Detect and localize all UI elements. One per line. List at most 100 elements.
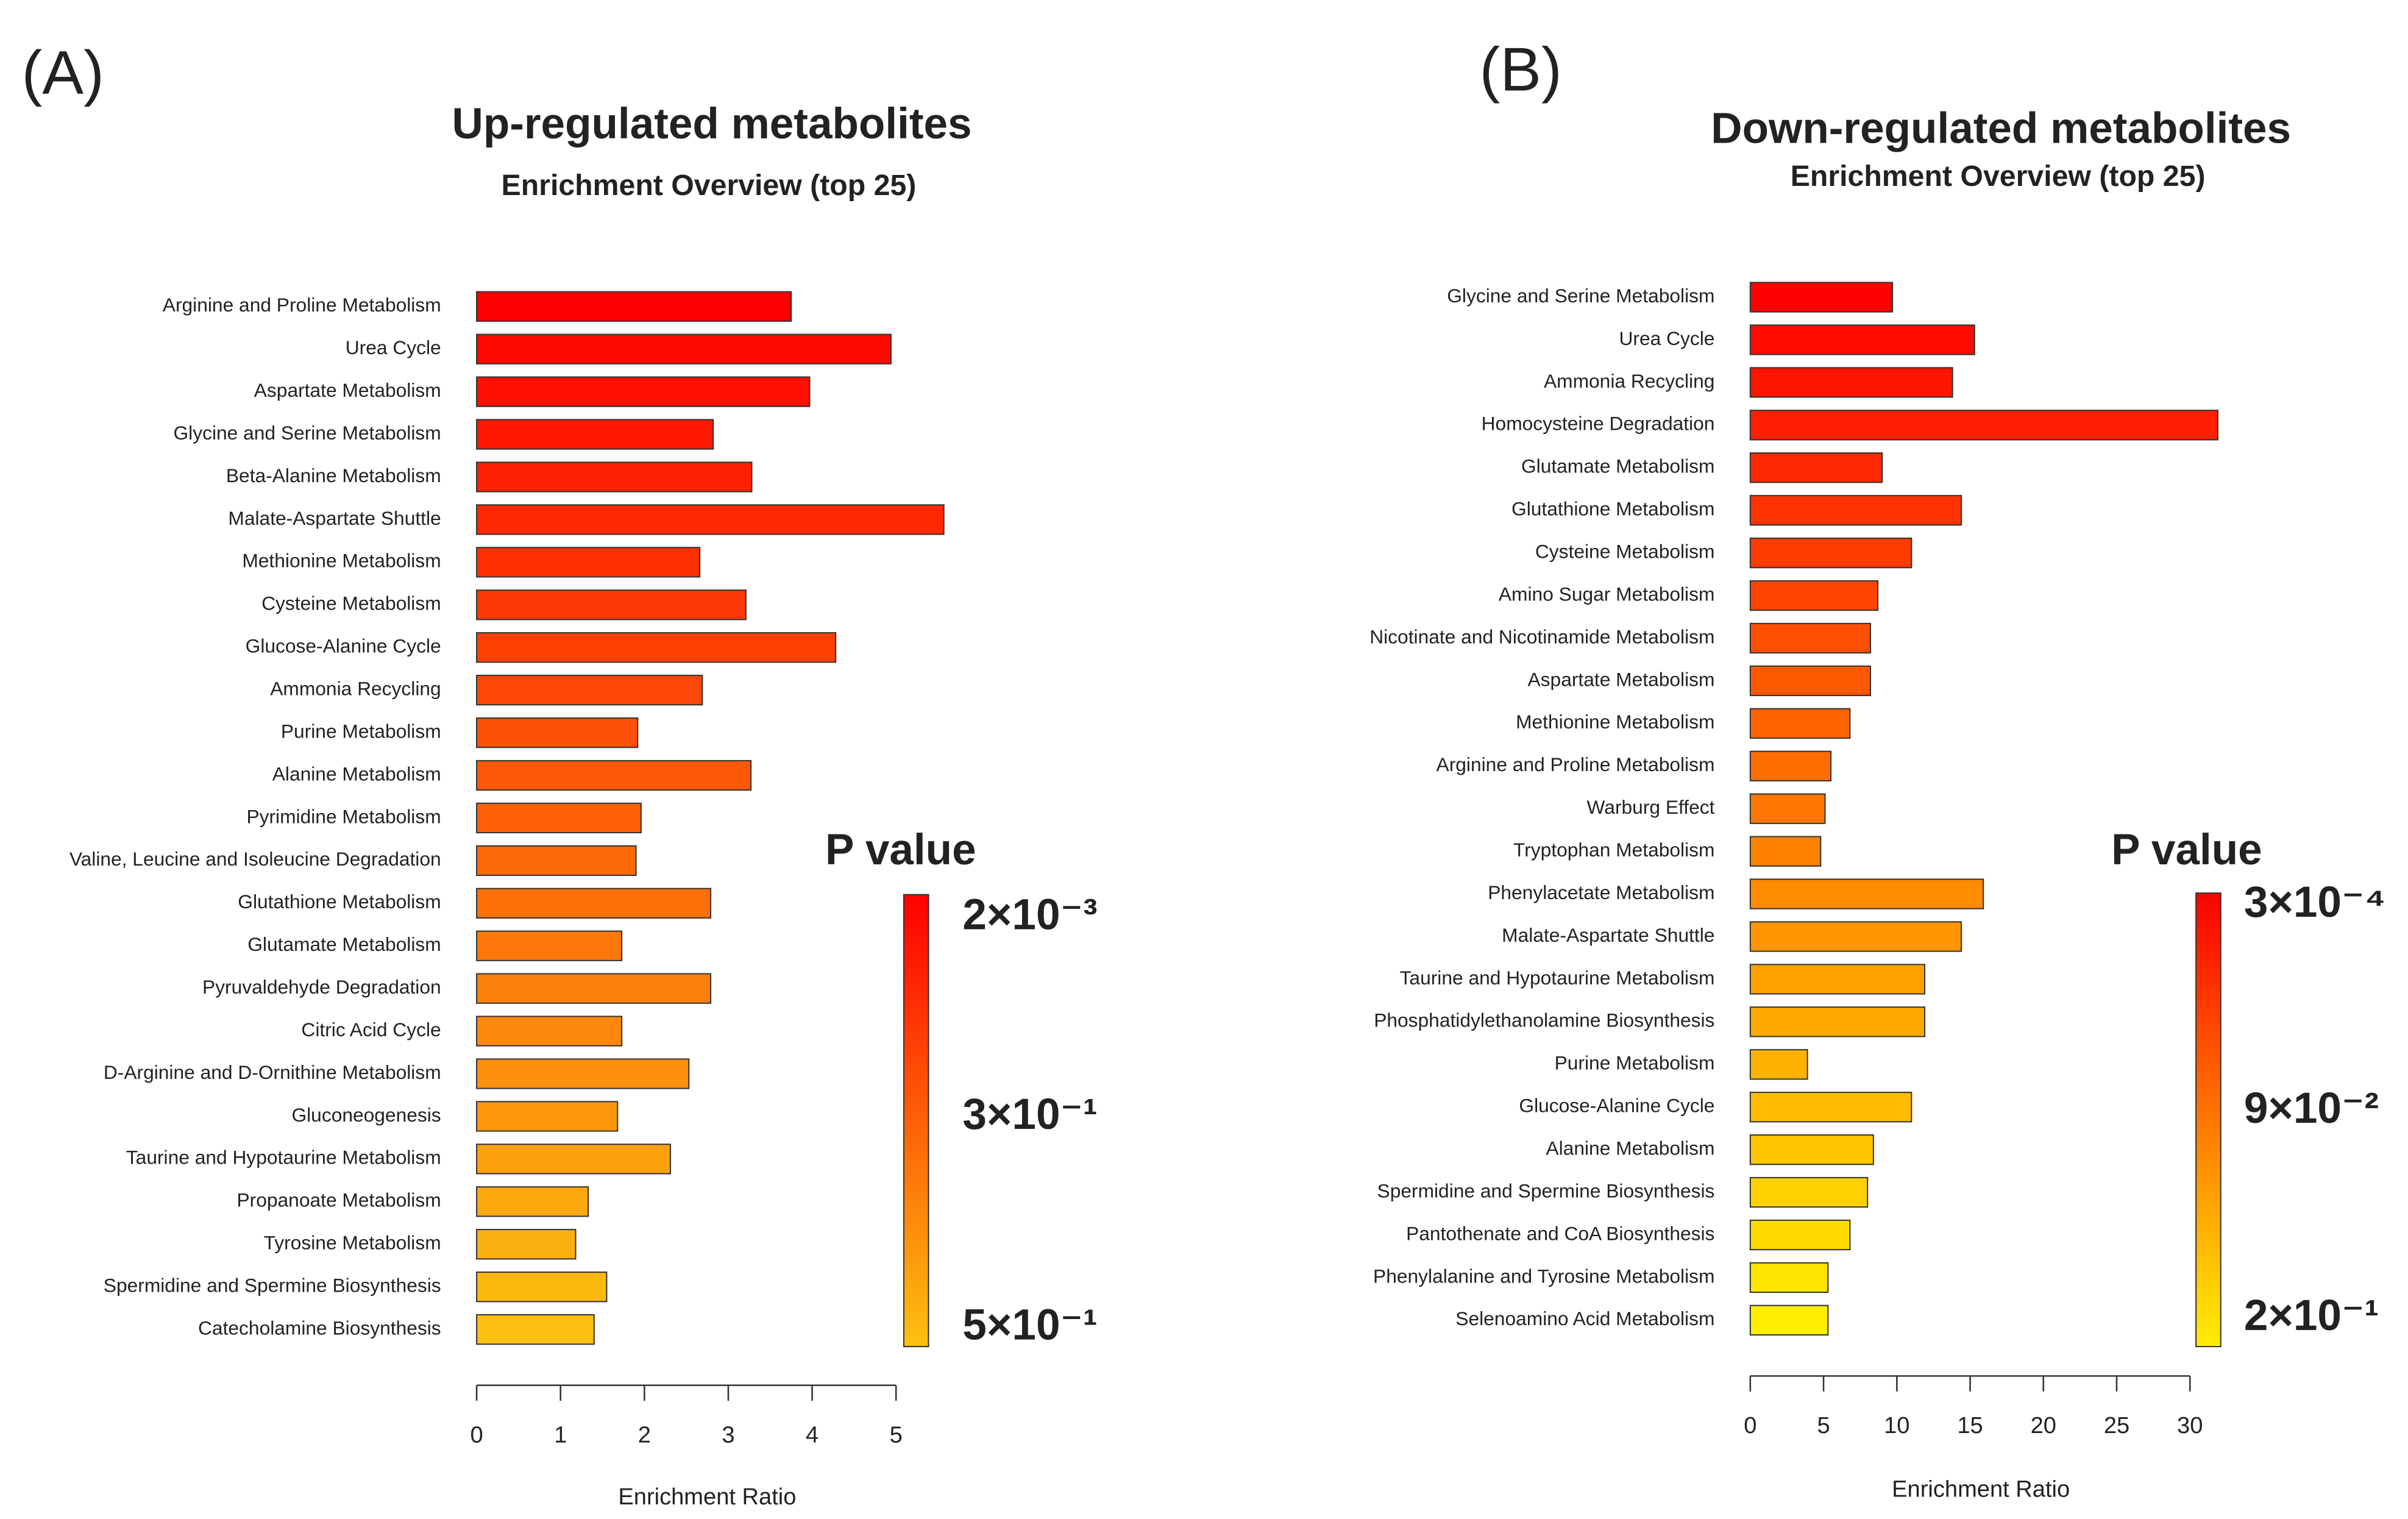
x-tick-label: 5 (1817, 1413, 1830, 1439)
bar (1749, 921, 1962, 952)
bar (1749, 367, 1953, 398)
category-label: Taurine and Hypotaurine Metabolism (126, 1147, 441, 1169)
category-label: Aspartate Metabolism (1528, 668, 1715, 690)
category-label: Glucose-Alanine Cycle (1519, 1095, 1714, 1117)
bar (476, 1016, 623, 1047)
colorbar-label: 9×10⁻² (2244, 1084, 2379, 1133)
bar (1749, 1176, 1869, 1208)
category-label: Glutathione Metabolism (238, 891, 441, 912)
bar (1749, 324, 1975, 355)
colorbar-title: P value (825, 826, 976, 874)
category-label: Beta-Alanine Metabolism (226, 464, 441, 486)
bar (476, 291, 792, 322)
x-tick-label: 25 (2104, 1413, 2129, 1439)
x-tick-label: 4 (806, 1422, 819, 1448)
x-tick-label: 0 (1744, 1413, 1756, 1439)
bar (1749, 282, 1894, 313)
x-tick-label: 5 (890, 1422, 903, 1448)
bar (1749, 1304, 1829, 1336)
panel-label: (A) (22, 38, 104, 107)
category-label: Cysteine Metabolism (261, 592, 441, 614)
bar (476, 632, 837, 663)
bar (476, 1144, 672, 1175)
x-tick-label: 15 (1957, 1413, 1983, 1439)
category-label: Phenylalanine and Tyrosine Metabolism (1373, 1265, 1714, 1287)
bar (476, 1186, 589, 1217)
bar (1749, 1092, 1913, 1123)
category-label: Glutamate Metabolism (247, 933, 441, 955)
bar (476, 1058, 690, 1089)
category-label: Purine Metabolism (281, 720, 441, 742)
category-label: Pyrimidine Metabolism (246, 805, 441, 827)
category-label: Malate-Aspartate Shuttle (228, 507, 441, 529)
bar (1749, 750, 1832, 781)
bar (1749, 878, 1984, 909)
bar (1749, 1049, 1808, 1080)
x-axis-label: Enrichment Ratio (618, 1484, 796, 1510)
bar (1749, 580, 1879, 611)
category-label: Glutathione Metabolism (1511, 498, 1714, 520)
category-label: Taurine and Hypotaurine Metabolism (1400, 967, 1715, 989)
category-label: Ammonia Recycling (1544, 370, 1714, 392)
category-label: Pyruvaldehyde Degradation (202, 976, 441, 998)
bar (1749, 1262, 1829, 1293)
category-label: Ammonia Recycling (270, 678, 441, 700)
category-label: Citric Acid Cycle (301, 1019, 441, 1041)
category-label: Phenylacetate Metabolism (1488, 881, 1714, 903)
category-label: D-Arginine and D-Ornithine Metabolism (104, 1061, 441, 1083)
x-tick-label: 1 (554, 1422, 567, 1448)
colorbar-label: 3×10⁻⁴ (2244, 878, 2386, 927)
category-label: Amino Sugar Metabolism (1499, 583, 1715, 605)
bar (476, 589, 747, 621)
category-label: Glutamate Metabolism (1521, 455, 1714, 477)
x-tick-label: 30 (2177, 1413, 2203, 1439)
colorbar-label: 5×10⁻¹ (962, 1301, 1097, 1349)
bar (476, 333, 892, 365)
category-label: Alanine Metabolism (272, 763, 441, 784)
x-tick-label: 0 (470, 1422, 483, 1448)
chart-title: Up-regulated metabolites (452, 100, 971, 148)
bar (1749, 452, 1883, 483)
colorbar-label: 2×10⁻¹ (2244, 1292, 2379, 1340)
category-label: Valine, Leucine and Isoleucine Degradati… (69, 848, 441, 870)
category-label: Homocysteine Degradation (1482, 413, 1715, 435)
bar (476, 547, 701, 578)
category-label: Urea Cycle (346, 336, 441, 358)
bar (1749, 964, 1926, 995)
x-axis-label: Enrichment Ratio (1892, 1476, 2070, 1502)
bar (476, 675, 703, 706)
bar (1749, 622, 1872, 654)
bar (476, 461, 753, 493)
bar (476, 419, 714, 450)
chart-subtitle: Enrichment Overview (top 25) (502, 169, 917, 202)
bar (476, 376, 811, 407)
bar (476, 802, 642, 834)
colorbar-label: 3×10⁻¹ (962, 1090, 1097, 1139)
chart-subtitle: Enrichment Overview (top 25) (1791, 160, 2206, 193)
category-label: Glycine and Serine Metabolism (1447, 285, 1714, 307)
bar (1749, 1006, 1926, 1037)
x-tick-label: 20 (2031, 1413, 2056, 1439)
category-label: Catecholamine Biosynthesis (198, 1317, 441, 1339)
category-label: Tryptophan Metabolism (1513, 839, 1714, 861)
bar (1749, 1134, 1874, 1165)
bar (476, 930, 623, 961)
colorbar-label: 2×10⁻³ (962, 891, 1097, 939)
colorbar (2195, 892, 2222, 1348)
category-label: Purine Metabolism (1555, 1052, 1715, 1074)
category-label: Methionine Metabolism (242, 550, 441, 572)
category-label: Urea Cycle (1619, 327, 1714, 349)
bar (1749, 537, 1913, 569)
bar (1749, 410, 2218, 441)
category-label: Spermidine and Spermine Biosynthesis (1377, 1179, 1715, 1201)
bar (1749, 793, 1826, 824)
category-label: Malate-Aspartate Shuttle (1502, 924, 1714, 946)
category-label: Pantothenate and CoA Biosynthesis (1406, 1222, 1714, 1244)
category-label: Cysteine Metabolism (1535, 541, 1715, 563)
bar (1749, 495, 1962, 526)
category-label: Methionine Metabolism (1516, 711, 1714, 733)
panel-label: (B) (1479, 35, 1561, 104)
category-label: Aspartate Metabolism (254, 379, 441, 401)
bar (1749, 665, 1872, 697)
